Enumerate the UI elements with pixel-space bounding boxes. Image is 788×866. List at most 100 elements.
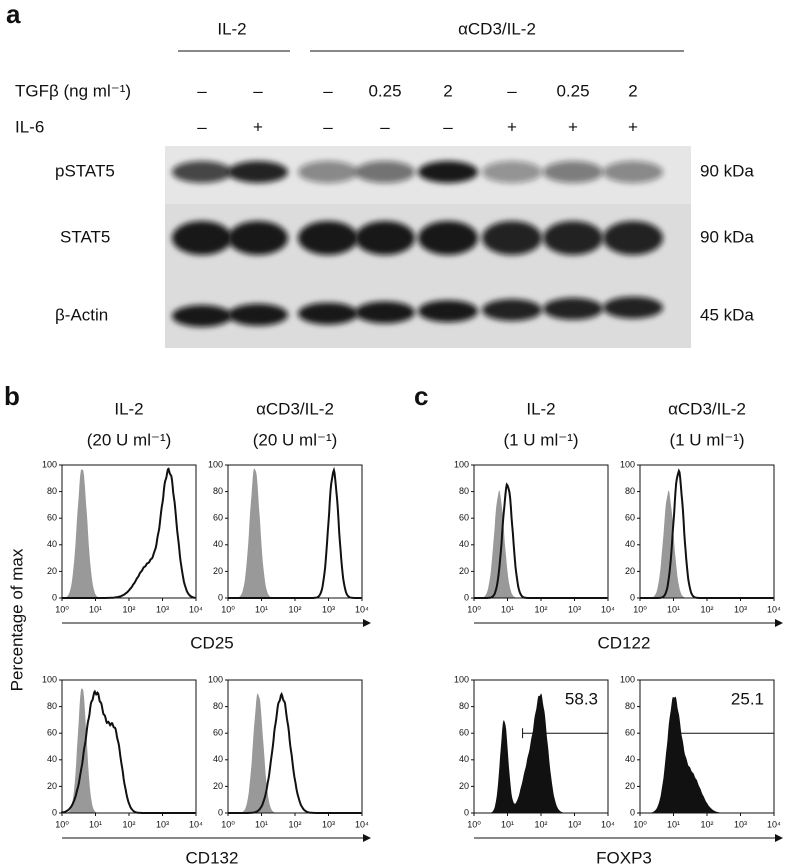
x-tick-label: 10⁴ <box>355 819 369 829</box>
group-header: IL-2 <box>217 19 246 38</box>
condition-name: IL-2 <box>114 399 143 418</box>
band <box>603 161 663 183</box>
y-tick-label: 100 <box>208 674 223 684</box>
band <box>543 161 603 183</box>
x-tick-label: 10³ <box>568 819 581 829</box>
x-tick-label: 10³ <box>156 604 169 614</box>
lane-value: – <box>197 81 207 100</box>
x-tick-label: 10⁰ <box>633 604 647 614</box>
histogram <box>640 696 774 813</box>
y-tick-label: 60 <box>213 513 223 523</box>
y-tick-label: 60 <box>625 728 635 738</box>
x-tick-label: 10⁴ <box>189 604 203 614</box>
lane-value: – <box>197 117 207 136</box>
panel-label: a <box>6 0 21 29</box>
y-axis-title: Percentage of max <box>7 548 26 691</box>
y-tick-label: 20 <box>459 566 469 576</box>
y-tick-label: 0 <box>52 807 57 817</box>
y-tick-label: 20 <box>47 781 57 791</box>
x-tick-label: 10³ <box>568 604 581 614</box>
y-tick-label: 20 <box>213 566 223 576</box>
plot-frame <box>639 464 775 599</box>
band <box>172 221 232 255</box>
y-tick-label: 0 <box>52 592 57 602</box>
y-tick-label: 80 <box>213 701 223 711</box>
x-tick-label: 10² <box>700 819 713 829</box>
gate-value: 25.1 <box>731 689 764 708</box>
histogram <box>228 693 362 813</box>
band <box>228 161 288 183</box>
x-tick-label: 10¹ <box>667 604 680 614</box>
y-tick-label: 20 <box>625 566 635 576</box>
histogram <box>228 691 362 814</box>
marker-name: CD132 <box>186 848 239 866</box>
lane-value: + <box>628 117 638 136</box>
x-tick-label: 10² <box>122 604 135 614</box>
condition-dose: (1 U ml⁻¹) <box>503 430 578 449</box>
condition-name: αCD3/IL-2 <box>256 399 334 418</box>
band <box>482 161 542 183</box>
y-tick-label: 60 <box>459 513 469 523</box>
x-tick-label: 10⁴ <box>767 819 781 829</box>
band <box>355 301 415 324</box>
x-tick-label: 10³ <box>734 819 747 829</box>
histogram <box>474 693 608 813</box>
histogram <box>228 468 362 598</box>
panel-label: b <box>4 381 20 411</box>
band <box>418 300 478 323</box>
lane-value: 0.25 <box>368 81 401 100</box>
lane-value: 2 <box>443 81 452 100</box>
y-tick-label: 40 <box>625 754 635 764</box>
y-tick-label: 40 <box>47 754 57 764</box>
band <box>418 221 478 255</box>
x-tick-label: 10⁰ <box>467 819 481 829</box>
y-tick-label: 0 <box>218 592 223 602</box>
y-tick-label: 80 <box>459 701 469 711</box>
y-tick-label: 40 <box>625 539 635 549</box>
condition-dose: (20 U ml⁻¹) <box>253 430 338 449</box>
x-tick-label: 10¹ <box>255 604 268 614</box>
y-tick-label: 40 <box>459 539 469 549</box>
treatment-name: TGFβ (ng ml⁻¹) <box>15 81 131 100</box>
band <box>482 299 542 321</box>
y-tick-label: 80 <box>213 486 223 496</box>
x-tick-label: 10⁰ <box>55 819 69 829</box>
treatment-name: IL-6 <box>15 117 44 136</box>
plot-frame <box>473 679 609 814</box>
x-tick-label: 10² <box>122 819 135 829</box>
x-tick-label: 10¹ <box>89 604 102 614</box>
y-tick-label: 80 <box>459 486 469 496</box>
blot-size: 90 kDa <box>700 227 754 246</box>
lane-value: – <box>253 81 263 100</box>
blot-size: 45 kDa <box>700 305 754 324</box>
band <box>228 303 288 326</box>
band <box>298 221 358 255</box>
x-tick-label: 10⁴ <box>601 819 615 829</box>
y-tick-label: 100 <box>42 459 57 469</box>
band <box>603 296 663 319</box>
x-tick-label: 10³ <box>322 819 335 829</box>
band <box>543 221 603 255</box>
y-tick-label: 20 <box>459 781 469 791</box>
x-tick-label: 10¹ <box>255 819 268 829</box>
condition-dose: (20 U ml⁻¹) <box>87 430 172 449</box>
y-tick-label: 80 <box>47 701 57 711</box>
histogram <box>474 490 608 598</box>
band <box>603 221 663 255</box>
marker-name: CD122 <box>598 633 651 652</box>
x-tick-label: 10⁴ <box>189 819 203 829</box>
y-tick-label: 60 <box>459 728 469 738</box>
marker-name: CD25 <box>190 633 233 652</box>
y-tick-label: 40 <box>459 754 469 764</box>
x-tick-label: 10⁰ <box>633 819 647 829</box>
lane-value: – <box>380 117 390 136</box>
y-tick-label: 100 <box>42 674 57 684</box>
lane-value: 0.25 <box>556 81 589 100</box>
y-tick-label: 60 <box>213 728 223 738</box>
plot-frame <box>61 464 197 599</box>
x-tick-label: 10³ <box>156 819 169 829</box>
y-tick-label: 40 <box>213 754 223 764</box>
marker-name: FOXP3 <box>596 848 652 866</box>
lane-value: – <box>323 81 333 100</box>
